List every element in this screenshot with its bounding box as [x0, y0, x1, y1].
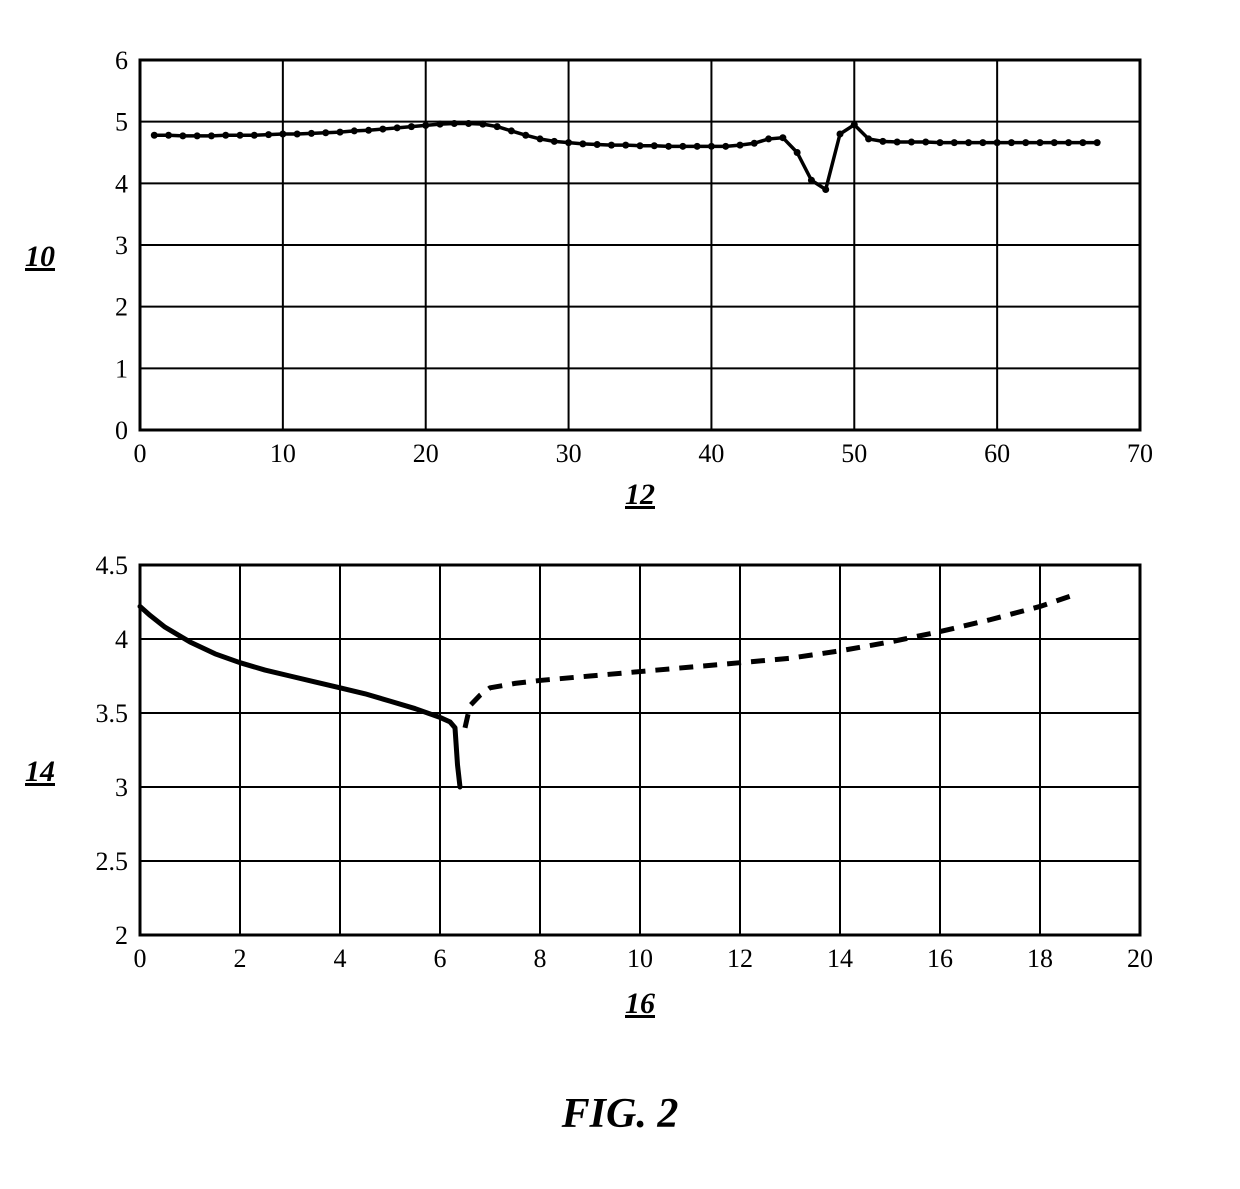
svg-text:30: 30 — [556, 439, 582, 468]
svg-text:4: 4 — [334, 944, 347, 973]
svg-text:10: 10 — [627, 944, 653, 973]
svg-text:3: 3 — [115, 773, 128, 802]
svg-text:1: 1 — [115, 354, 128, 383]
svg-text:12: 12 — [625, 478, 655, 511]
bottom-chart: 14 0246810121416182022.533.544.516 — [70, 555, 1190, 1035]
svg-text:3.5: 3.5 — [96, 699, 129, 728]
svg-text:8: 8 — [534, 944, 547, 973]
svg-text:70: 70 — [1127, 439, 1153, 468]
svg-text:10: 10 — [270, 439, 296, 468]
svg-text:16: 16 — [927, 944, 953, 973]
svg-text:3: 3 — [115, 231, 128, 260]
svg-text:0: 0 — [134, 944, 147, 973]
svg-text:2: 2 — [234, 944, 247, 973]
svg-text:16: 16 — [625, 987, 655, 1020]
svg-text:5: 5 — [115, 108, 128, 137]
svg-text:14: 14 — [827, 944, 853, 973]
svg-text:18: 18 — [1027, 944, 1053, 973]
svg-text:6: 6 — [115, 50, 128, 75]
figure-caption: FIG. 2 — [0, 1090, 1240, 1138]
svg-text:50: 50 — [841, 439, 867, 468]
svg-text:40: 40 — [698, 439, 724, 468]
bottom-chart-svg: 0246810121416182022.533.544.516 — [70, 555, 1190, 1030]
svg-text:4: 4 — [115, 169, 128, 198]
svg-text:2: 2 — [115, 293, 128, 322]
figure-page: 10 010203040506070012345612 14 024681012… — [0, 0, 1240, 1189]
bottom-y-axis-label: 14 — [25, 755, 55, 789]
svg-text:2: 2 — [115, 921, 128, 950]
svg-text:60: 60 — [984, 439, 1010, 468]
svg-text:2.5: 2.5 — [96, 847, 129, 876]
svg-text:6: 6 — [434, 944, 447, 973]
top-y-axis-label: 10 — [25, 240, 55, 274]
svg-text:20: 20 — [413, 439, 439, 468]
top-chart-svg: 010203040506070012345612 — [70, 50, 1190, 520]
svg-text:4.5: 4.5 — [96, 555, 129, 580]
top-chart: 10 010203040506070012345612 — [70, 50, 1190, 525]
svg-text:12: 12 — [727, 944, 753, 973]
svg-text:20: 20 — [1127, 944, 1153, 973]
svg-text:4: 4 — [115, 625, 128, 654]
svg-text:0: 0 — [134, 439, 147, 468]
svg-text:0: 0 — [115, 416, 128, 445]
